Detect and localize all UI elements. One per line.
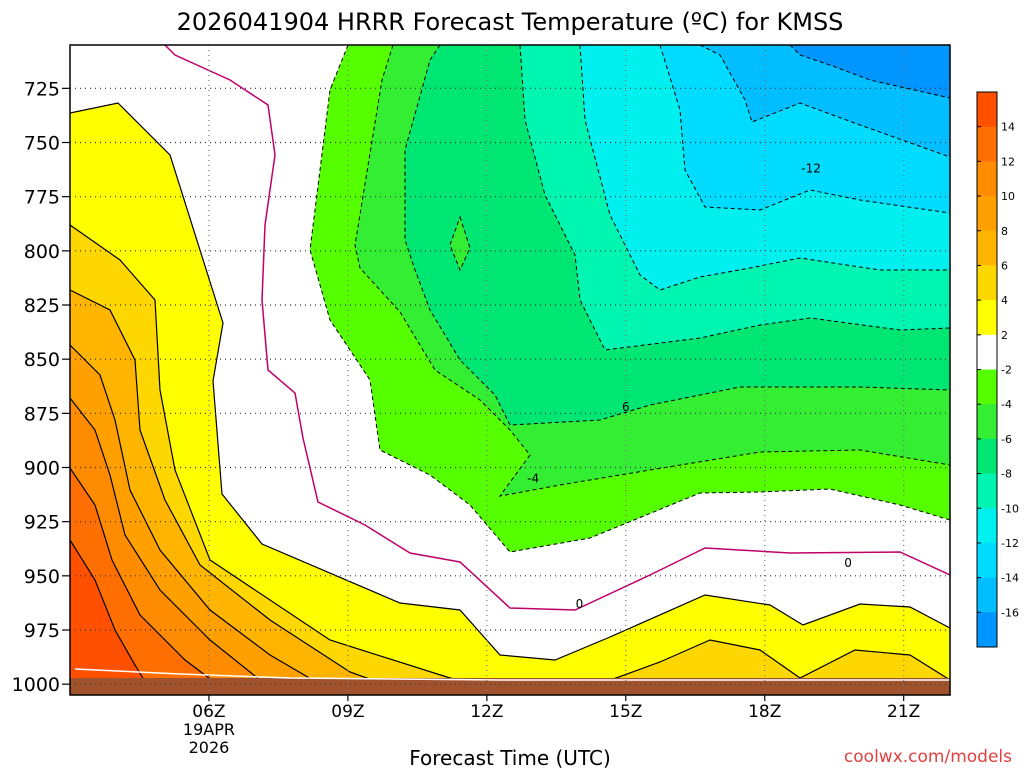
y-tick-label: 875 <box>24 403 60 425</box>
y-tick-label: 800 <box>24 241 60 263</box>
colorbar-tick-label: 6 <box>1001 259 1008 272</box>
colorbar-swatch <box>977 473 997 509</box>
x-tick-label: 18Z <box>748 702 781 722</box>
colorbar-tick-label: 10 <box>1001 190 1015 203</box>
colorbar-tick-label: -10 <box>1001 502 1019 515</box>
y-tick-label: 975 <box>24 620 60 642</box>
colorbar-tick-label: -6 <box>1001 433 1012 446</box>
colorbar-tick-label: -12 <box>1001 537 1019 550</box>
colorbar-swatch <box>977 404 997 440</box>
colorbar-swatch <box>977 334 997 370</box>
y-tick-label: 900 <box>24 458 60 480</box>
y-tick-label: 825 <box>24 295 60 317</box>
y-tick-label: 725 <box>24 78 60 100</box>
colorbar-swatch <box>977 612 997 648</box>
x-tick-label: 09Z <box>331 702 364 722</box>
temperature-fill-layer <box>70 45 950 695</box>
colorbar-tick-label: 2 <box>1001 329 1008 342</box>
contour-label: -12 <box>801 162 821 176</box>
contour-label: 6 <box>622 400 630 414</box>
grid <box>70 45 950 695</box>
y-axis: 725 750 775 800 825 850 875 900 925 950 975 1000 <box>12 78 70 696</box>
contour-label: 0 <box>844 556 852 570</box>
colorbar-tick-label: 14 <box>1001 121 1015 134</box>
x-tick-sublabel: 2026 <box>189 738 230 757</box>
x-axis-label: Forecast Time (UTC) <box>409 746 611 768</box>
band-neg16-neg18 <box>790 45 950 98</box>
y-tick-label: 850 <box>24 349 60 371</box>
x-tick-label: 06Z <box>192 702 225 722</box>
colorbar-swatch <box>977 196 997 232</box>
colorbar-tick-label: -4 <box>1001 398 1012 411</box>
colorbar-swatch <box>977 369 997 405</box>
contour-label: 0 <box>576 597 584 611</box>
colorbar-swatch <box>977 126 997 162</box>
x-tick-label: 21Z <box>887 702 920 722</box>
contour-label: -4 <box>527 471 539 485</box>
y-tick-label: 750 <box>24 133 60 155</box>
colorbar-tick-label: -8 <box>1001 468 1012 481</box>
y-tick-label: 950 <box>24 566 60 588</box>
colorbar-tick-label: -14 <box>1001 572 1019 585</box>
freezing-line <box>164 45 950 611</box>
colorbar-tick-label: 8 <box>1001 225 1008 238</box>
chart-title: 2026041904 HRRR Forecast Temperature (ºC… <box>177 8 844 36</box>
colorbar-swatch <box>977 508 997 544</box>
colorbar-tick-label: -16 <box>1001 606 1019 619</box>
y-tick-label: 925 <box>24 512 60 534</box>
colorbar: 14 12 10 8 6 4 2 -2 -4 -6 -8 -10 -12 -14 -16 <box>976 91 1019 648</box>
ground-strip <box>70 678 950 695</box>
colorbar-tick-label: -2 <box>1001 364 1012 377</box>
colorbar-swatch <box>977 265 997 301</box>
y-tick-label: 1000 <box>12 674 60 696</box>
colorbar-tick-label: 4 <box>1001 294 1008 307</box>
plot-frame <box>69 44 951 696</box>
colorbar-swatch <box>977 542 997 579</box>
colorbar-swatch <box>977 577 997 613</box>
colorbar-swatch <box>977 300 997 336</box>
x-tick-label: 12Z <box>470 702 503 722</box>
x-tick-sublabel: 19APR <box>183 720 235 739</box>
y-tick-label: 775 <box>24 187 60 209</box>
colorbar-tick-label: 12 <box>1001 155 1015 168</box>
x-tick-label: 15Z <box>609 702 642 722</box>
colorbar-swatch <box>977 438 997 475</box>
colorbar-swatch <box>977 230 997 266</box>
contour-labels: -12 6 -4 0 0 <box>527 162 852 612</box>
colorbar-swatch <box>977 92 997 128</box>
credit-text: coolwx.com/models <box>844 747 1012 767</box>
ground-edge <box>74 668 950 681</box>
colorbar-swatch <box>977 161 997 197</box>
